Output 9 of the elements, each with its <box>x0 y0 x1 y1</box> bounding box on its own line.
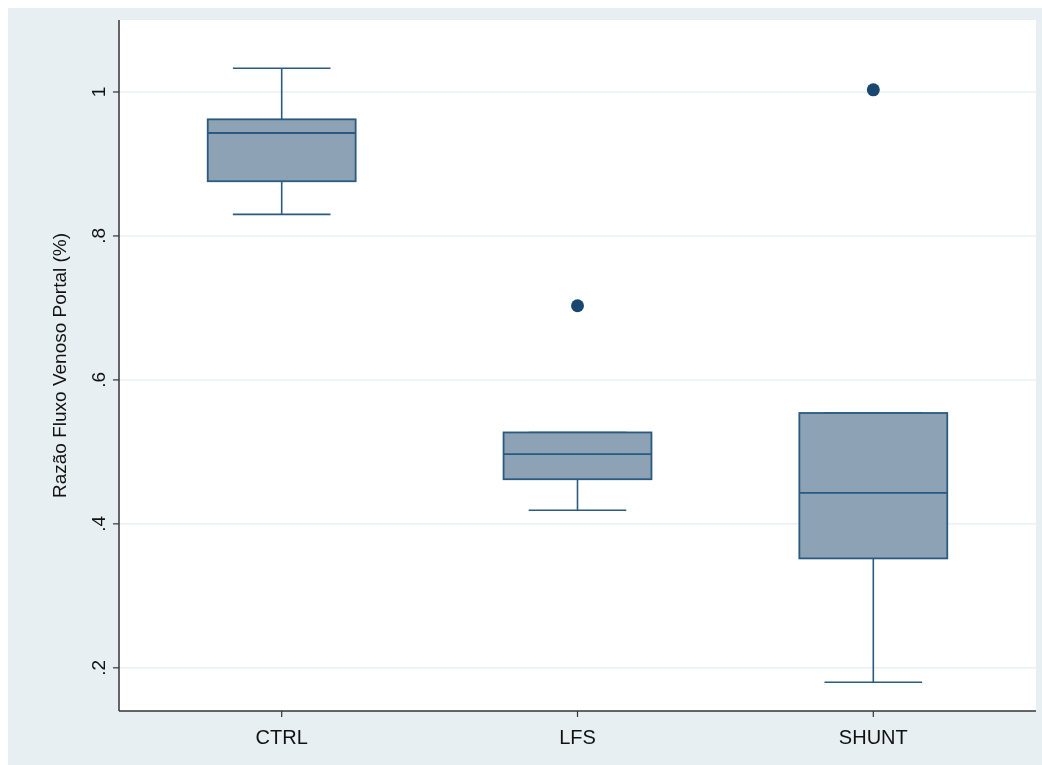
y-tick-label: .8 <box>88 228 109 244</box>
x-tick-label: SHUNT <box>838 726 908 748</box>
y-tick-label: 1 <box>88 86 109 98</box>
x-tick-label: LFS <box>559 726 596 748</box>
x-tick-label: CTRL <box>255 726 308 748</box>
y-tick-label: .2 <box>88 659 109 676</box>
y-tick-label: .4 <box>88 515 109 532</box>
y-tick-label: .6 <box>88 371 109 388</box>
y-axis-title: Razão Fluxo Venoso Portal (%) <box>49 232 70 499</box>
